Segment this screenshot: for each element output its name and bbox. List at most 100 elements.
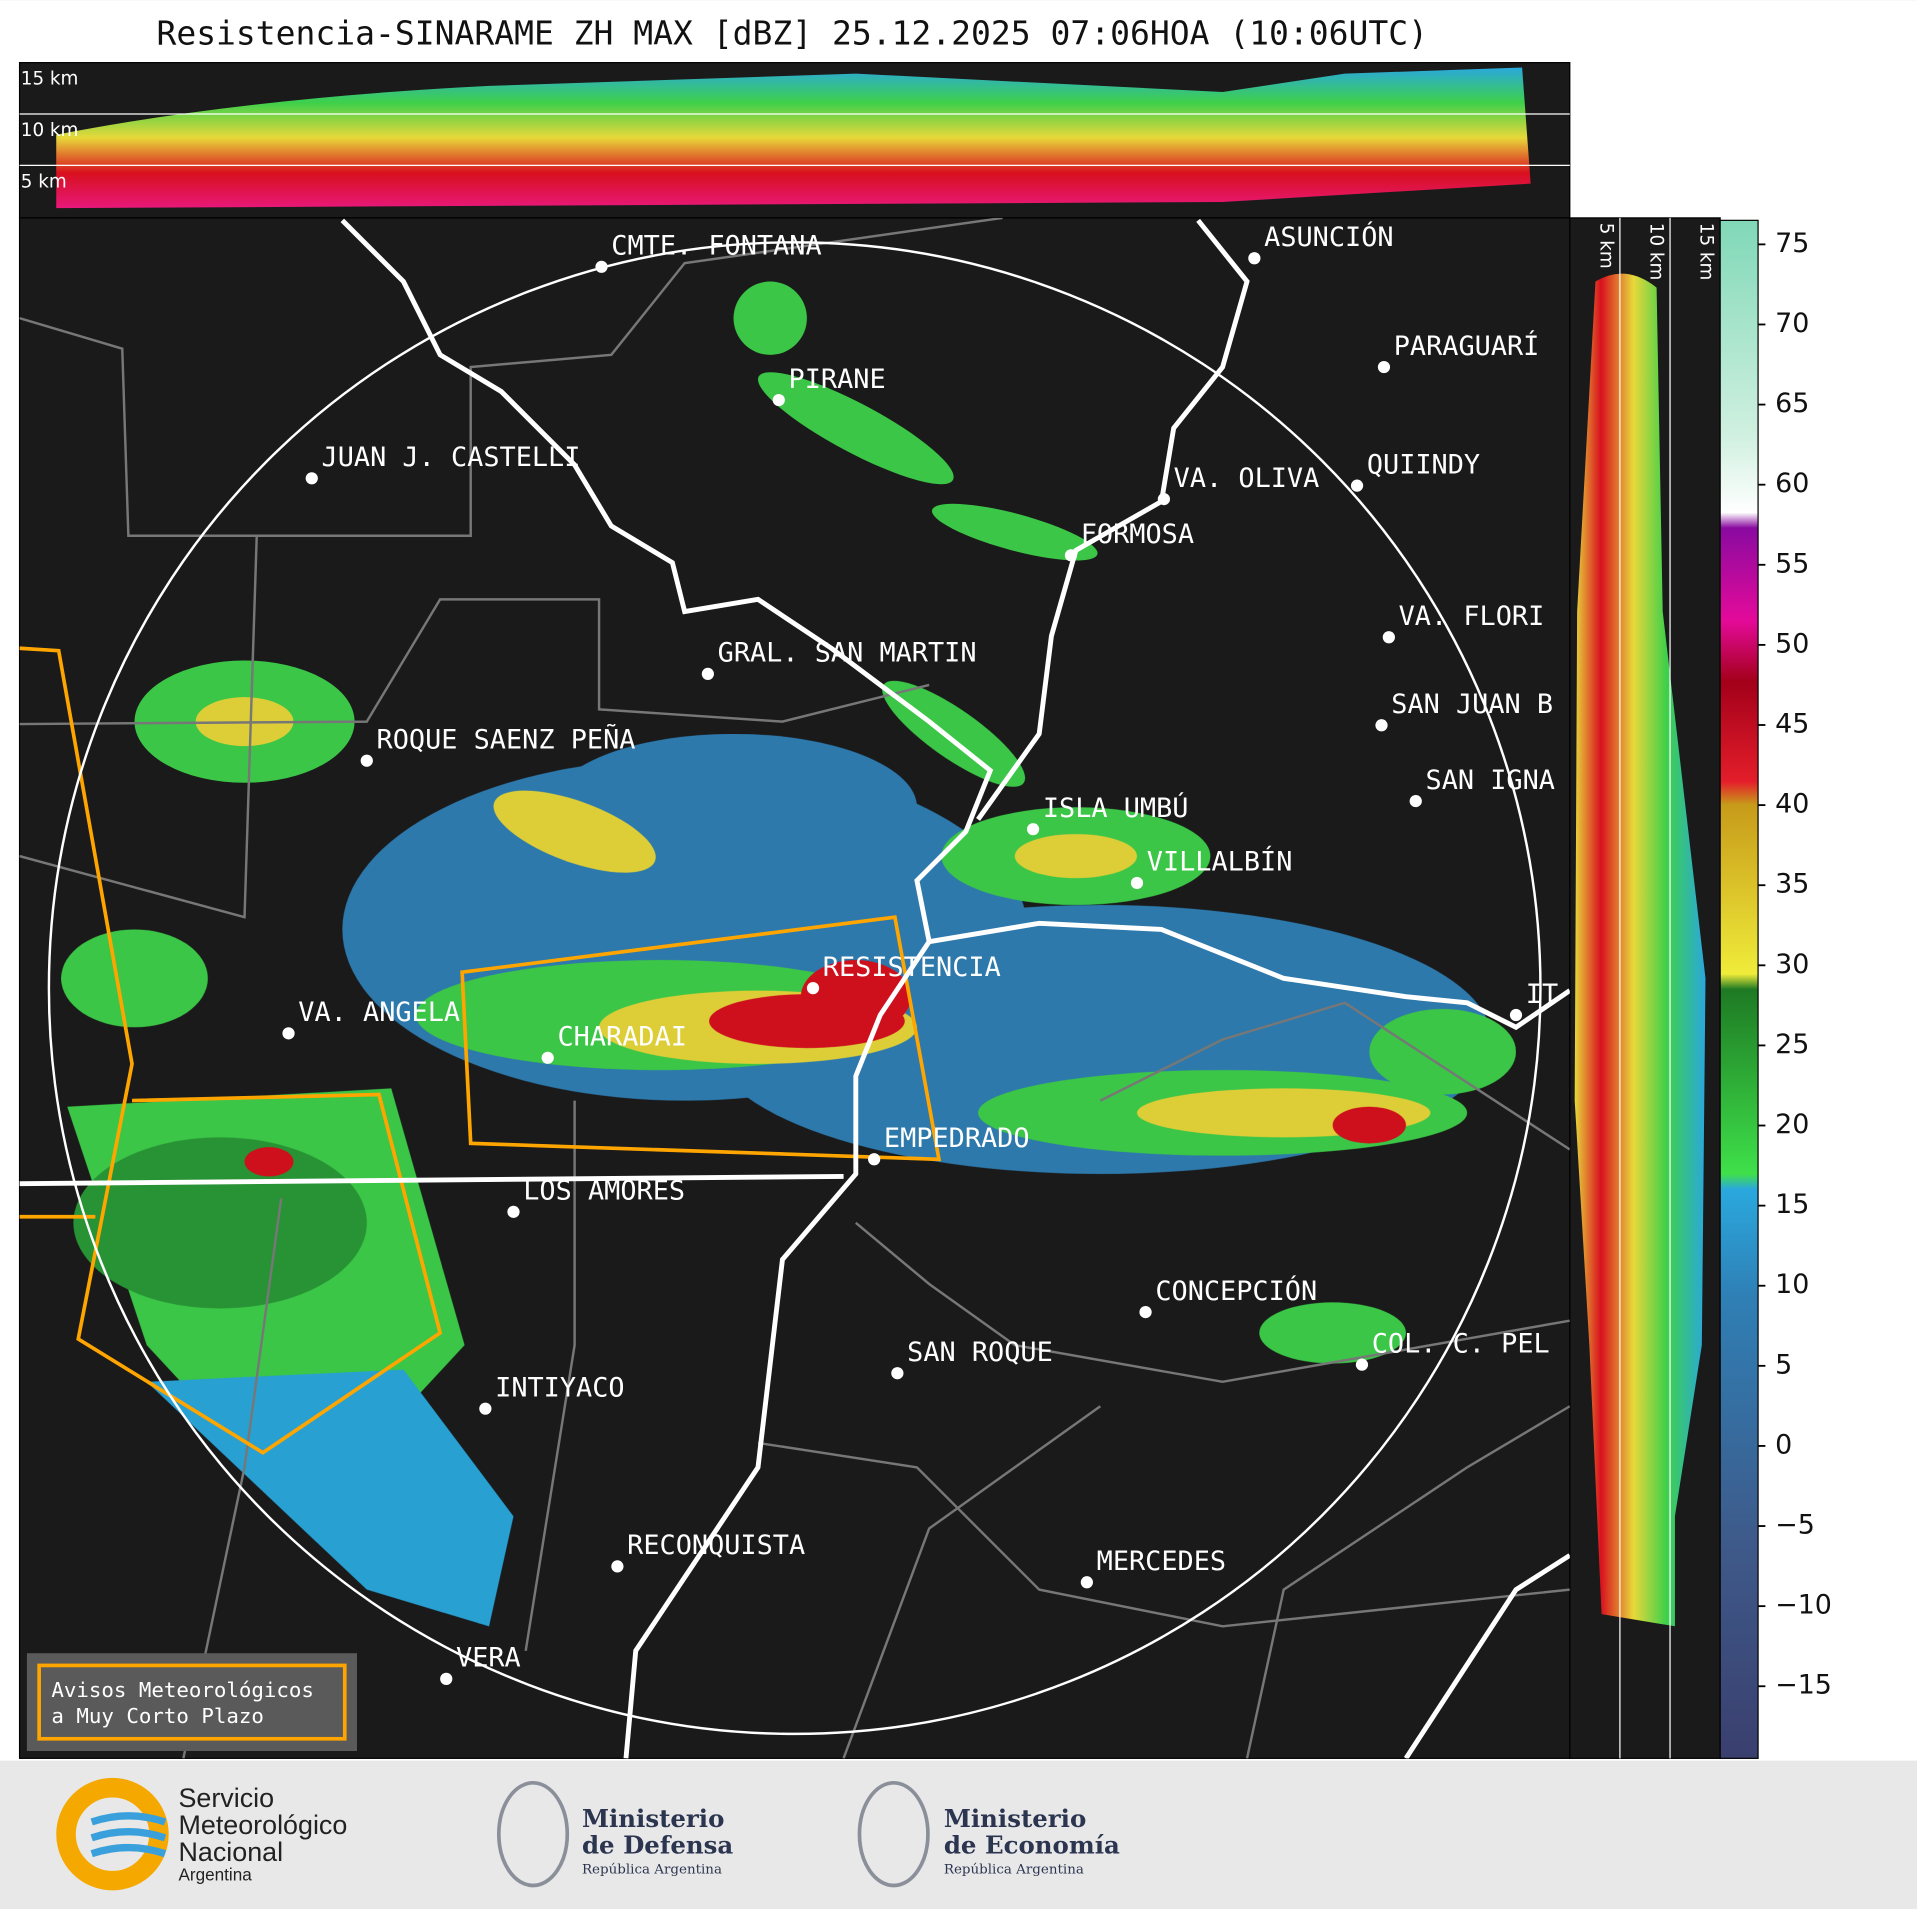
colorbar-tick-label: 30 — [1775, 949, 1809, 980]
footer-background — [0, 1760, 1917, 1909]
logo-text: Nacional — [178, 1837, 283, 1867]
city-dot — [1157, 492, 1171, 506]
city-label: VILLALBÍN — [1147, 846, 1293, 878]
rivers — [19, 218, 1570, 1759]
colorbar-tick-label: 70 — [1775, 308, 1809, 339]
city-label: CHARADAI — [557, 1022, 686, 1053]
colorbar-tick-label: 10 — [1775, 1269, 1809, 1300]
city-label: VA. FLORI — [1399, 601, 1545, 632]
city-label: EMPEDRADO — [884, 1123, 1030, 1154]
legend-text: a Muy Corto Plazo — [51, 1704, 264, 1728]
city-label: CONCEPCIÓN — [1155, 1275, 1317, 1307]
city-label: GRAL. SAN MARTIN — [718, 638, 977, 669]
colorbar-tick-label: 65 — [1775, 388, 1809, 419]
colorbar-tick-label: 75 — [1775, 228, 1809, 259]
km-label: 5 km — [1595, 223, 1616, 269]
city-label: PIRANE — [789, 364, 886, 395]
colorbar-tick-label: 45 — [1775, 708, 1809, 739]
colorbar-tick-label: 60 — [1775, 468, 1809, 499]
km-label: 15 km — [1696, 223, 1717, 281]
legend-border — [37, 1663, 347, 1741]
city-dot — [1375, 719, 1388, 732]
title: Resistencia-SINARAME ZH MAX [dBZ] 25.12.… — [156, 13, 1428, 52]
city-dot — [360, 754, 373, 767]
city-label: INTIYACO — [495, 1372, 624, 1403]
logo-text: de Defensa — [582, 1831, 733, 1860]
logo-text: República Argentina — [582, 1862, 722, 1877]
colorbar-tick-label: 55 — [1775, 548, 1809, 579]
colorbar-tick-label: −5 — [1775, 1510, 1815, 1541]
city-layer: CMTE. FONTANA ASUNCIÓN PARAGUARÍ PIRANE JUAN… — [282, 221, 1558, 1685]
city-label: FORMOSA — [1081, 519, 1194, 550]
city-dot — [541, 1051, 554, 1064]
km-label: 10 km — [1645, 223, 1666, 281]
city-dot — [1355, 1358, 1369, 1371]
legend-text: Avisos Meteorológicos — [51, 1678, 314, 1702]
city-label: SAN ROQUE — [907, 1337, 1053, 1368]
city-dot — [1382, 631, 1395, 644]
top-echo — [56, 67, 1531, 209]
city-label: JUAN J. CASTELLI — [322, 442, 581, 473]
city-dot — [868, 1153, 881, 1166]
city-dot — [1248, 252, 1261, 265]
city-label: MERCEDES — [1097, 1546, 1226, 1577]
city-label: PARAGUARÍ — [1394, 330, 1540, 362]
city-dot — [1409, 794, 1422, 808]
smn-logo: Servicio Meteorológico Nacional Argentin… — [56, 1777, 347, 1891]
logo-text: Servicio — [178, 1783, 274, 1813]
city-dot — [806, 982, 820, 995]
city-dot — [1080, 1576, 1093, 1589]
city-dot — [1130, 876, 1144, 890]
logo-text: Ministerio — [582, 1804, 724, 1833]
city-dot — [891, 1367, 904, 1380]
logo-text: Argentina — [178, 1866, 252, 1885]
city-dot — [701, 667, 714, 681]
city-label: SAN JUAN B — [1391, 689, 1553, 720]
city-dot — [595, 260, 608, 273]
city-dot — [1064, 549, 1078, 562]
colorbar-tick-label: 35 — [1775, 869, 1809, 900]
city-label: RESISTENCIA — [823, 952, 1001, 983]
city-label: ASUNCIÓN — [1264, 221, 1393, 253]
colorbar — [1719, 219, 1759, 1759]
city-dot — [282, 1027, 295, 1040]
colorbar-tick-label: 25 — [1775, 1029, 1809, 1060]
city-label: RECONQUISTA — [627, 1530, 805, 1561]
city-dot — [305, 472, 318, 485]
colorbar-tick-label: −15 — [1775, 1670, 1832, 1701]
defensa-logo: Ministerio de Defensa República Argentin… — [496, 1780, 733, 1888]
city-label: COL. C. PEL — [1372, 1328, 1550, 1359]
city-label: VA. ANGELA — [298, 997, 460, 1028]
radar-echoes — [61, 281, 1516, 1627]
city-dot — [507, 1205, 520, 1218]
city-dot — [440, 1672, 453, 1685]
city-label: IT — [1526, 979, 1558, 1010]
colorbar-tick-label: 50 — [1775, 628, 1809, 659]
city-dot — [479, 1402, 492, 1415]
city-dot — [611, 1560, 624, 1573]
city-dot — [1509, 1008, 1523, 1022]
city-label: VERA — [456, 1643, 521, 1674]
logo-text: de Economía — [944, 1831, 1120, 1860]
colorbar-tick-label: 0 — [1775, 1429, 1792, 1460]
km-label: 5 km — [21, 171, 67, 192]
map-layer: CMTE. FONTANA ASUNCIÓN PARAGUARÍ PIRANE JUAN… — [19, 217, 1570, 1759]
city-dot — [1026, 823, 1040, 836]
city-label: SAN IGNA — [1426, 765, 1555, 796]
colorbar-tick-label: 40 — [1775, 789, 1809, 820]
city-label: CMTE. FONTANA — [611, 231, 821, 262]
city-label: LOS AMORES — [523, 1176, 685, 1207]
city-dot — [1377, 360, 1391, 374]
logo-text: Meteorológico — [178, 1810, 347, 1840]
city-dot — [772, 393, 785, 407]
city-dot — [1139, 1305, 1152, 1319]
colorbar-tick-label: 15 — [1775, 1189, 1809, 1220]
city-label: ROQUE SAENZ PEÑA — [377, 723, 636, 755]
km-label: 15 km — [21, 69, 79, 90]
side-echo — [1574, 273, 1706, 1627]
legend-box — [26, 1653, 357, 1752]
range-ring — [47, 241, 1542, 1736]
km-label: 10 km — [21, 120, 79, 141]
city-dot — [1350, 479, 1364, 492]
